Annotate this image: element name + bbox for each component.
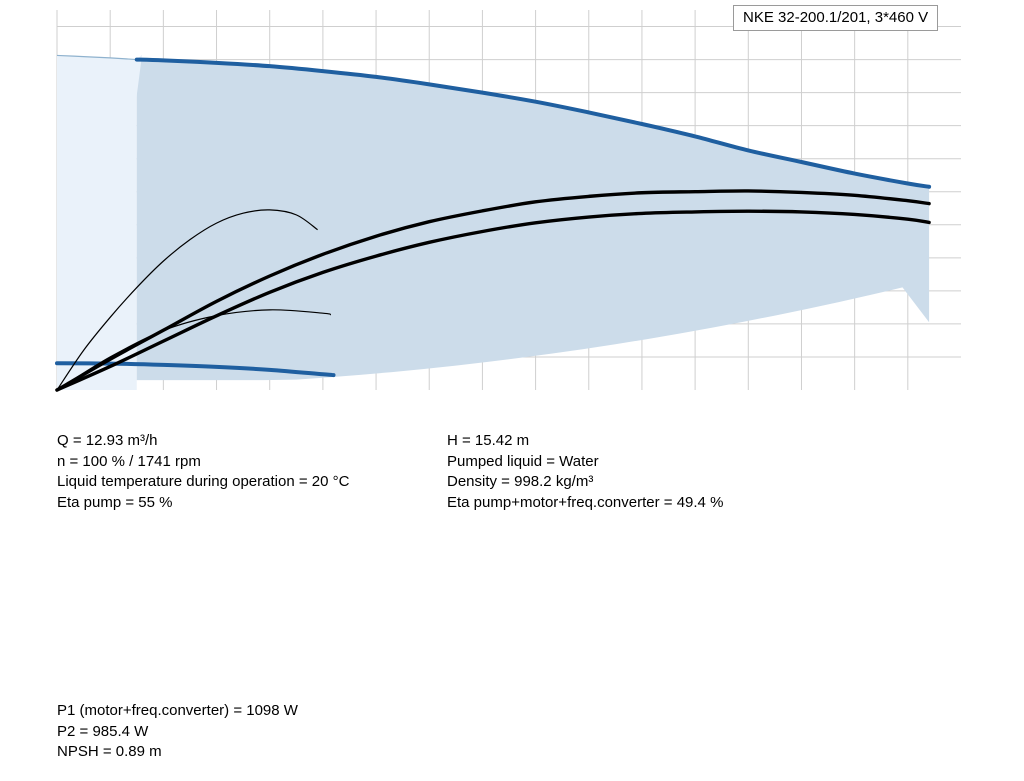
top-chart-curves (55, 54, 932, 392)
envelope-main (136, 59, 930, 381)
chart-title-box: NKE 32-200.1/201, 3*460 V (733, 5, 939, 31)
operating-data-line-3: Eta pump = 55 % (57, 493, 173, 511)
envelope-wedge (57, 54, 143, 390)
power-data-line-1: P2 = 985.4 W (57, 722, 149, 740)
power-data-line-0: P1 (motor+freq.converter) = 1098 W (57, 702, 298, 719)
power-data-block: P1 (motor+freq.converter) = 1098 W P2 = 9… (57, 701, 298, 763)
operating-data-line-1: Pumped liquid = Water (447, 452, 599, 470)
curve-h-curve-envelope-upper-28-100- (56, 54, 137, 61)
power-npsh-chart (0, 518, 1024, 703)
operating-data-line-0: H = 15.42 m (447, 432, 530, 449)
operating-data-line-0: Q = 12.93 m³/h (57, 432, 158, 449)
power-data-line-2: NPSH = 0.89 m (57, 743, 162, 760)
operating-data-line-2: Liquid temperature during operation = 20… (57, 473, 350, 490)
operating-data-line-1: n = 100 % / 1741 rpm (57, 452, 201, 470)
curve-eta-pump (55, 189, 931, 392)
curve-eta-curve-thin-upper (56, 209, 318, 391)
top-chart-operating-envelope (57, 54, 930, 390)
operating-data-left: Q = 12.93 m³/h n = 100 % / 1741 rpm Liquid… (57, 431, 349, 513)
curve-eta-pump-motor-freq-converter (55, 209, 931, 392)
curve-h-curve-28- (55, 361, 336, 378)
operating-data-line-3: Eta pump+motor+freq.converter = 49.4 % (447, 493, 724, 511)
operating-data-right: H = 15.42 m Pumped liquid = Water Density … (447, 431, 723, 513)
operating-data-line-2: Density = 998.2 kg/m³ (447, 473, 594, 490)
curve-h-curve-100- (134, 57, 932, 189)
head-efficiency-chart (55, 10, 961, 392)
